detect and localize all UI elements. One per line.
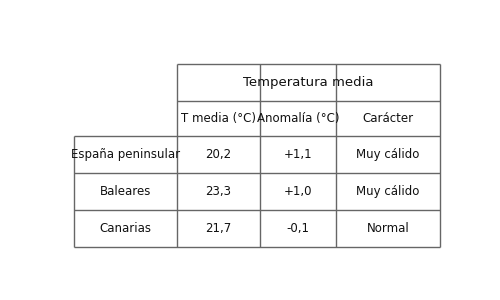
Text: +1,0: +1,0: [284, 185, 312, 198]
Text: España peninsular: España peninsular: [71, 148, 180, 161]
Text: Muy cálido: Muy cálido: [356, 185, 420, 198]
Text: 21,7: 21,7: [206, 222, 232, 236]
Text: -0,1: -0,1: [286, 222, 310, 236]
Text: Canarias: Canarias: [100, 222, 152, 236]
Text: Carácter: Carácter: [362, 112, 414, 125]
Text: 20,2: 20,2: [206, 148, 232, 161]
Text: T media (°C): T media (°C): [181, 112, 256, 125]
Text: Anomalía (°C): Anomalía (°C): [256, 112, 339, 125]
Text: Normal: Normal: [366, 222, 410, 236]
Text: Temperatura media: Temperatura media: [244, 76, 374, 89]
Text: Muy cálido: Muy cálido: [356, 148, 420, 161]
Text: 23,3: 23,3: [206, 185, 232, 198]
Text: +1,1: +1,1: [284, 148, 312, 161]
Text: Baleares: Baleares: [100, 185, 151, 198]
